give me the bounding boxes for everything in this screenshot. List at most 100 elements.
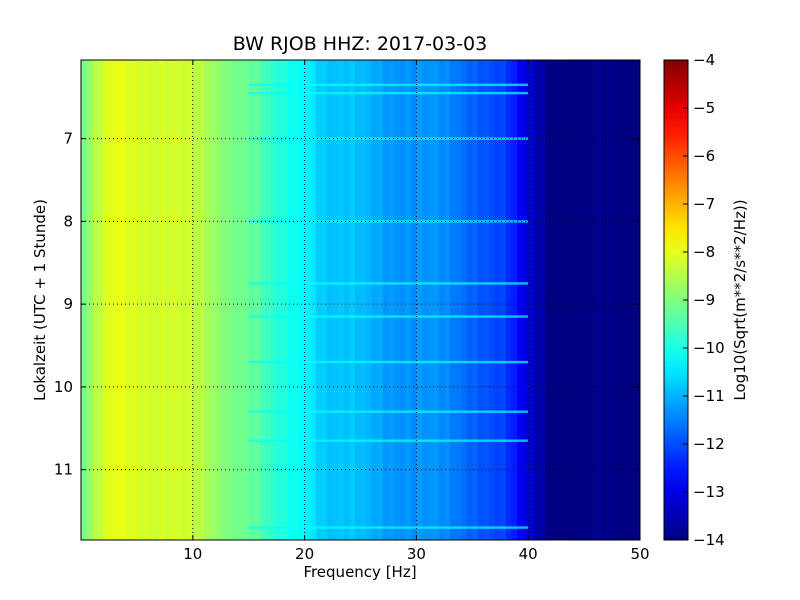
noise-line	[248, 410, 529, 413]
spectrum-column	[366, 60, 373, 540]
spectrum-column	[438, 60, 445, 540]
spectrum-column	[360, 60, 367, 540]
x-tick-label: 30	[407, 545, 426, 563]
spectrum-column	[243, 60, 250, 540]
noise-line	[248, 83, 529, 87]
spectrum-column	[310, 60, 317, 540]
spectrum-column	[416, 60, 423, 540]
spectrum-column	[528, 60, 535, 540]
noise-line	[248, 137, 529, 140]
spectrum-column	[572, 60, 580, 540]
spectrum-column	[472, 60, 479, 540]
colorbar-tick-label: −13	[693, 483, 725, 501]
spectrum-column	[248, 60, 255, 540]
spectrum-column	[382, 60, 390, 540]
plot-frame	[80, 59, 641, 541]
spectrum-column	[449, 60, 457, 540]
spectrum-column	[271, 60, 278, 540]
spectrum-column	[326, 60, 334, 540]
spectrum-column	[276, 60, 283, 540]
x-axis-label: Frequency [Hz]	[303, 563, 416, 581]
spectrum-column	[343, 60, 350, 540]
spectrum-column	[192, 60, 199, 540]
spectrum-column	[287, 60, 295, 540]
noise-line	[248, 526, 529, 529]
colorbar-tick-label: −10	[693, 339, 725, 357]
spectrum-column	[410, 60, 417, 540]
spectrum-column	[522, 60, 529, 540]
spectrum-column	[131, 60, 138, 540]
spectrum-column	[578, 60, 585, 540]
spectrum-column	[556, 60, 563, 540]
x-axis: 10 20 30 40 50	[183, 60, 650, 563]
y-tick-label: 11	[54, 461, 73, 479]
spectrum-column	[181, 60, 188, 540]
spectrum-column	[220, 60, 227, 540]
spectrum-column	[505, 60, 513, 540]
colorbar-tick-label: −12	[693, 435, 725, 453]
spectrum-column	[259, 60, 267, 540]
spectrum-column	[265, 60, 272, 540]
grid-lines	[81, 60, 640, 540]
spectrum-column	[489, 60, 496, 540]
y-axis-label: Lokalzeit (UTC + 1 Stunde)	[31, 199, 49, 401]
spectrum-column	[371, 60, 378, 540]
spectrum-column	[584, 60, 591, 540]
spectrum-column	[600, 60, 608, 540]
spectrum-column	[176, 60, 183, 540]
colorbar-label: Log10(Sqrt(m**2/s**2/Hz))	[731, 199, 749, 400]
spectrum-column	[483, 60, 490, 540]
y-tick-label: 9	[63, 295, 73, 313]
spectrum-column	[539, 60, 546, 540]
x-tick-label: 20	[295, 545, 314, 563]
spectrum-column	[332, 60, 339, 540]
spectrum-column	[136, 60, 144, 540]
spectrum-column	[215, 60, 222, 540]
colorbar-tick-label: −5	[693, 99, 715, 117]
spectrum-column	[338, 60, 345, 540]
spectrum-column	[455, 60, 462, 540]
spectrum-column	[394, 60, 401, 540]
spectrum-column	[595, 60, 602, 540]
noise-line	[248, 220, 529, 223]
spectrum-column	[108, 60, 116, 540]
spectrum-column	[634, 60, 640, 540]
spectrum-column	[299, 60, 306, 540]
spectrum-column	[421, 60, 429, 540]
colorbar-ticks: −4 −5 −6 −7 −8 −9 −10 −11 −12 −13 −14	[683, 51, 725, 549]
spectrum-column	[427, 60, 434, 540]
spectrum-column	[494, 60, 501, 540]
spectrum-column	[170, 60, 177, 540]
spectrum-column	[187, 60, 194, 540]
spectrum-column	[81, 60, 88, 540]
spectrum-column	[153, 60, 160, 540]
spectrum-column	[377, 60, 384, 540]
colorbar-tick-label: −11	[693, 387, 725, 405]
colorbar-tick-label: −4	[693, 51, 715, 69]
x-tick-label: 50	[630, 545, 649, 563]
spectrum-column	[254, 60, 261, 540]
spectrum-column	[97, 60, 104, 540]
colorbar-tick-label: −9	[693, 291, 715, 309]
colorbar-tick-label: −7	[693, 195, 715, 213]
spectrum-column	[477, 60, 485, 540]
x-tick-label: 40	[519, 545, 538, 563]
spectrum-column	[399, 60, 406, 540]
spectrum-column	[198, 60, 205, 540]
spectrum-column	[349, 60, 356, 540]
noise-line	[248, 439, 529, 442]
spectrum-column	[544, 60, 552, 540]
spectrum-column	[388, 60, 395, 540]
spectrum-column	[203, 60, 211, 540]
spectrum-column	[304, 60, 311, 540]
spectrum-column	[86, 60, 93, 540]
spectrum-column	[461, 60, 468, 540]
spectrum-column	[282, 60, 289, 540]
spectrum-column	[628, 60, 636, 540]
noise-line	[248, 282, 529, 285]
spectrum-column	[159, 60, 166, 540]
spectrum-column	[405, 60, 412, 540]
spectrum-column	[433, 60, 440, 540]
spectrum-column	[125, 60, 132, 540]
